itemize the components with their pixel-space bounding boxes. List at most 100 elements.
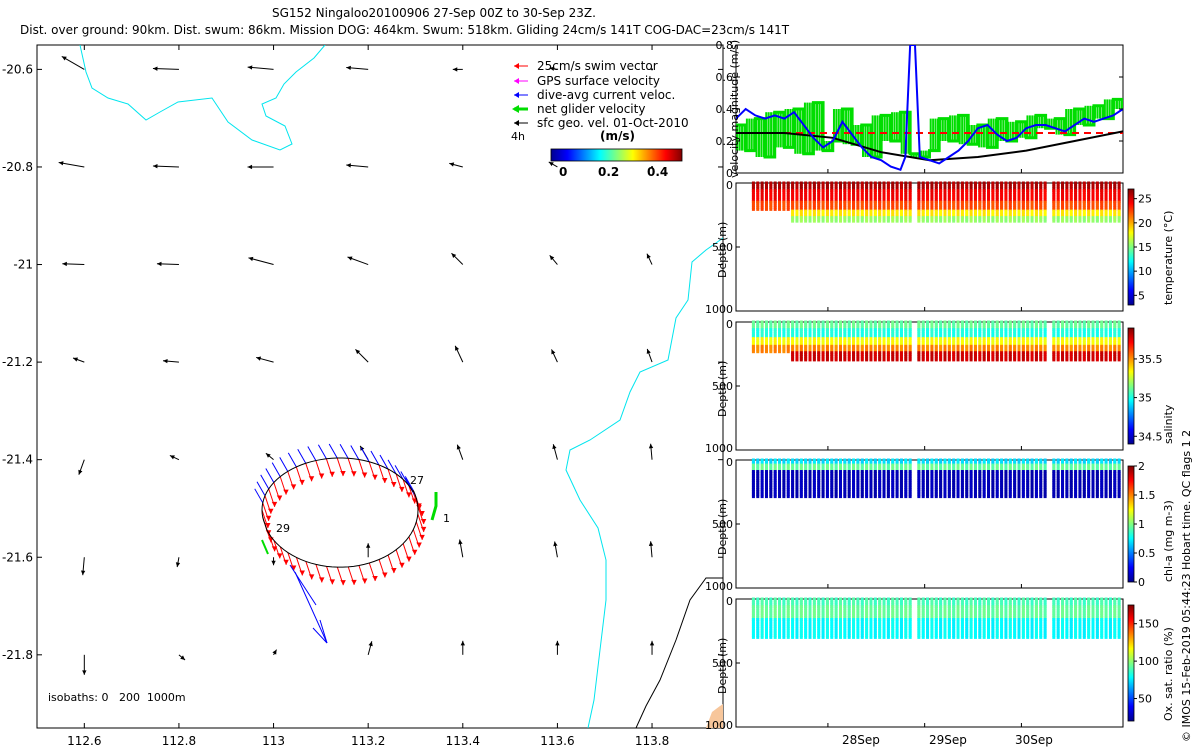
profile-point [1100,331,1104,335]
profile-point [856,186,860,190]
profile-point [799,487,803,491]
profile-point [1082,209,1086,213]
profile-point [865,340,869,344]
profile-point [1026,320,1030,324]
profile-point [812,460,816,464]
profile-point [995,346,999,350]
profile-point [825,189,829,193]
profile-point [1117,338,1121,342]
profile-point [1108,198,1112,202]
profile-point [764,458,768,462]
profile-point [1091,216,1095,220]
profile-point [869,216,873,220]
profile-point [991,342,995,346]
profile-point [856,213,860,217]
profile-point [834,200,838,204]
sfc-geo-arrow [555,640,560,655]
profile-point [1117,198,1121,202]
profile-point [843,202,847,206]
profile-point [1039,358,1043,362]
profile-point [973,333,977,337]
profile-point [821,213,825,217]
profile-point [982,198,986,202]
profile-point [825,211,829,215]
profile-point [878,198,882,202]
profile-point [838,189,842,193]
profile-point [782,470,786,474]
profile-point [773,493,777,497]
profile-point [865,333,869,337]
profile-point [817,486,821,490]
profile-point [869,181,873,185]
profile-point [860,353,864,357]
profile-point [917,216,921,220]
profile-point [860,328,864,332]
profile-point [1074,354,1078,358]
profile-point [860,478,864,482]
profile-point [921,348,925,352]
profile-point [756,331,760,335]
profile-point [1113,186,1117,190]
profile-point [882,183,886,187]
profile-point [1061,183,1065,187]
profile-point [782,329,786,333]
profile-point [1095,348,1099,352]
profile-point [821,209,825,213]
profile-point [921,338,925,342]
profile-point [1108,185,1112,189]
profile-point [904,189,908,193]
profile-point [778,328,782,332]
profile-point [921,198,925,202]
profile-point [852,358,856,362]
profile-point [952,194,956,198]
profile-point [773,482,777,486]
profile-point [1008,320,1012,324]
profile-point [756,342,760,346]
profile-point [764,338,768,342]
profile-point [825,194,829,198]
profile-point [769,344,773,348]
profile-point [895,340,899,344]
profile-point [886,493,890,497]
profile-point [1082,331,1086,335]
profile-point [1052,346,1056,350]
profile-point [995,337,999,341]
profile-point [751,333,755,337]
profile-point [1000,216,1004,220]
profile-point [1034,344,1038,348]
profile-point [1004,209,1008,213]
profile-point [808,462,812,466]
profile-point [878,348,882,352]
profile-point [1017,333,1021,337]
profile-point [817,207,821,211]
profile-point [886,189,890,193]
profile-point [878,328,882,332]
profile-point [1095,200,1099,204]
profile-point [899,206,903,210]
profile-point [995,198,999,202]
profile-point [795,335,799,339]
profile-point [795,467,799,471]
profile-point [1052,351,1056,355]
profile-point [856,204,860,208]
profile-point [830,351,834,355]
profile-point [852,353,856,357]
profile-point [995,196,999,200]
profile-point [899,329,903,333]
profile-point [852,356,856,360]
profile-point [882,358,886,362]
profile-point [799,185,803,189]
profile-point [769,202,773,206]
profile-point [825,192,829,196]
profile-point [1108,353,1112,357]
profile-point [1017,206,1021,210]
profile-point [847,470,851,474]
profile-point [1034,333,1038,337]
profile-point [899,183,903,187]
profile-point [1052,344,1056,348]
profile-point [1078,181,1082,185]
profile-point [960,194,964,198]
profile-point [930,186,934,190]
profile-point [1104,217,1108,221]
profile-point [817,186,821,190]
